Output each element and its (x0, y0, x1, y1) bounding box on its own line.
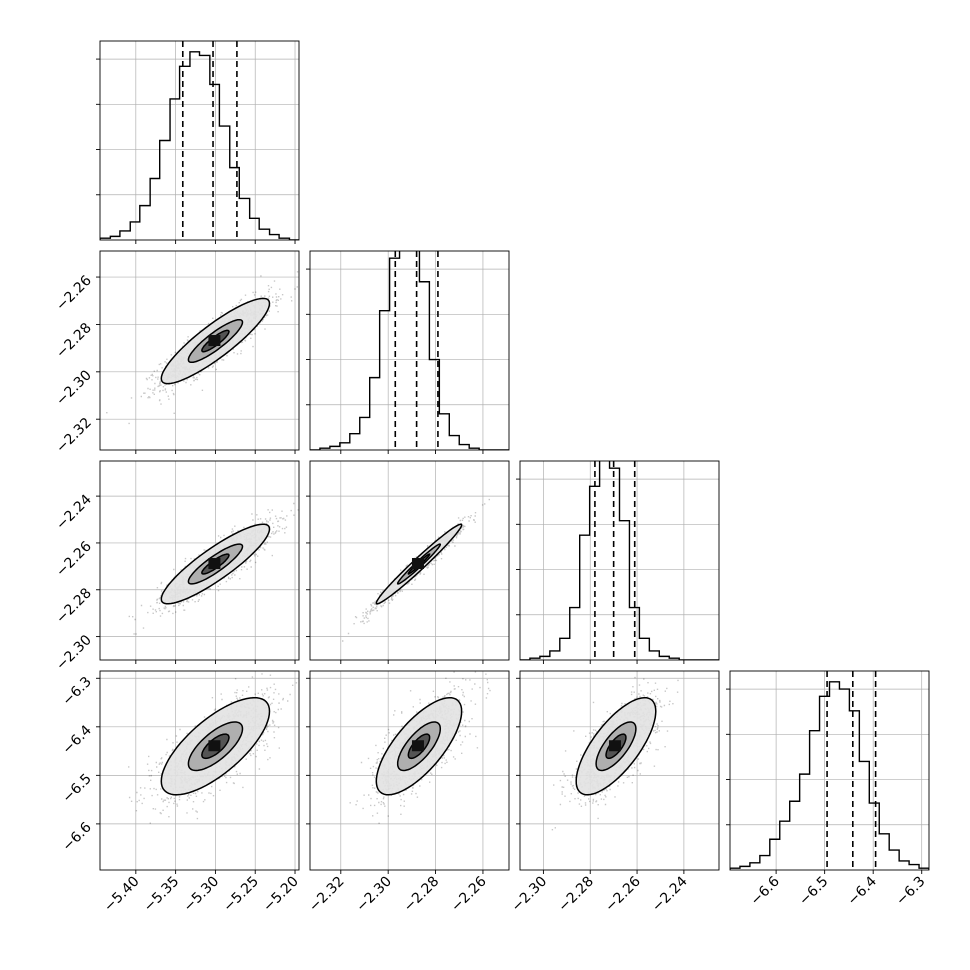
panel-content (100, 671, 299, 870)
contour-line (201, 553, 230, 575)
contour-line (160, 523, 271, 605)
panel-content (310, 251, 509, 450)
y-tick-label: −6.3 (59, 674, 94, 709)
contour-line (396, 721, 442, 772)
density-peak (208, 335, 221, 347)
x-tick-label: −5.40 (101, 874, 143, 916)
x-tick-label: −6.4 (845, 873, 880, 908)
panel-frame (519, 460, 720, 661)
x-tick-label: −2.28 (401, 874, 443, 916)
contour-line (187, 721, 244, 772)
density-peak (608, 740, 621, 752)
density-peak (411, 558, 424, 570)
panel-frame (309, 670, 510, 871)
y-tick-label: −2.30 (53, 367, 95, 409)
panel-content (520, 461, 719, 660)
panel-0-1: −2.32 −2.30 −2.28 −2.26 (53, 250, 300, 457)
panel-content (100, 251, 299, 450)
y-tick-label: −2.24 (53, 492, 95, 534)
contour-line (575, 696, 657, 796)
x-tick-label: −2.30 (509, 874, 551, 916)
contour-line (187, 318, 244, 364)
panel-0-0 (96, 40, 300, 244)
panel-1-2 (306, 460, 510, 664)
panel-frame (519, 670, 720, 871)
x-tick-label: −6.3 (893, 874, 928, 909)
x-tick-label: −2.32 (306, 874, 348, 916)
panel-0-2: −2.30 −2.28 −2.26−2.24 (53, 460, 300, 674)
panel-frame (729, 670, 930, 871)
x-tick-label: −5.20 (260, 874, 302, 916)
x-tick-label: −2.30 (353, 874, 395, 916)
density-peak (208, 740, 221, 752)
panel-content (730, 671, 929, 870)
y-tick-label: −6.4 (59, 722, 94, 757)
contour-line (375, 696, 463, 796)
x-tick-label: −2.26 (448, 873, 490, 915)
panel-frame (99, 250, 300, 451)
x-tick-label: −6.6 (748, 873, 783, 908)
contour-line (375, 523, 463, 605)
contour-line (407, 553, 431, 575)
contour-line (605, 733, 627, 760)
x-tick-label: −6.5 (796, 874, 831, 909)
x-tick-label: −5.25 (220, 874, 262, 916)
y-tick-label: −6.5 (59, 771, 94, 806)
y-tick-label: −6.6 (59, 819, 94, 854)
x-tick-label: −2.24 (649, 873, 691, 915)
contour-line (160, 297, 271, 385)
y-tick-label: −2.28 (53, 585, 95, 627)
panel-frame (99, 40, 300, 241)
density-peak (411, 740, 424, 752)
panel-0-3: −6.6 −6.5 −6.4 −6.3 −5.40−5.35−5.30−5.25−5.2… (59, 670, 302, 916)
y-tick-label: −2.30 (53, 632, 95, 674)
panel-frame (99, 670, 300, 871)
contour-line (201, 329, 230, 353)
y-tick-label: −2.32 (53, 415, 95, 457)
x-tick-label: −2.28 (555, 874, 597, 916)
panel-content (100, 41, 299, 240)
panel-3-3: −6.6 −6.5 −6.4 −6.3 (726, 670, 930, 909)
panel-content (520, 671, 719, 870)
histogram-2 (520, 461, 719, 660)
y-tick-label: −2.26 (53, 273, 95, 315)
x-tick-label: −2.26 (602, 873, 644, 915)
panel-frame (99, 460, 300, 661)
contour-line (396, 543, 442, 585)
x-tick-label: −5.30 (181, 874, 223, 916)
panel-1-3: −2.32 −2.30 −2.28 −2.26 (306, 670, 510, 916)
x-tick-label: −5.35 (141, 874, 183, 916)
panel-content (310, 461, 509, 660)
panel-content (310, 671, 509, 870)
panel-2-3: −2.30 −2.28 −2.26 −2.24 (509, 670, 720, 916)
panel-frame (309, 250, 510, 451)
y-tick-label: −2.26 (53, 538, 95, 580)
contour-line (187, 543, 244, 585)
panel-frame (309, 460, 510, 661)
contour-line (407, 733, 431, 760)
histogram-3 (730, 681, 929, 870)
density-peak (208, 558, 221, 570)
panel-content (100, 461, 299, 660)
contour-line (595, 721, 637, 772)
panel-2-2 (516, 460, 720, 664)
y-tick-label: −2.28 (53, 320, 95, 362)
histogram-1 (310, 251, 509, 450)
histogram-0 (100, 51, 299, 240)
contour-line (160, 696, 271, 796)
contour-line (201, 733, 230, 760)
panel-1-1 (306, 250, 510, 454)
